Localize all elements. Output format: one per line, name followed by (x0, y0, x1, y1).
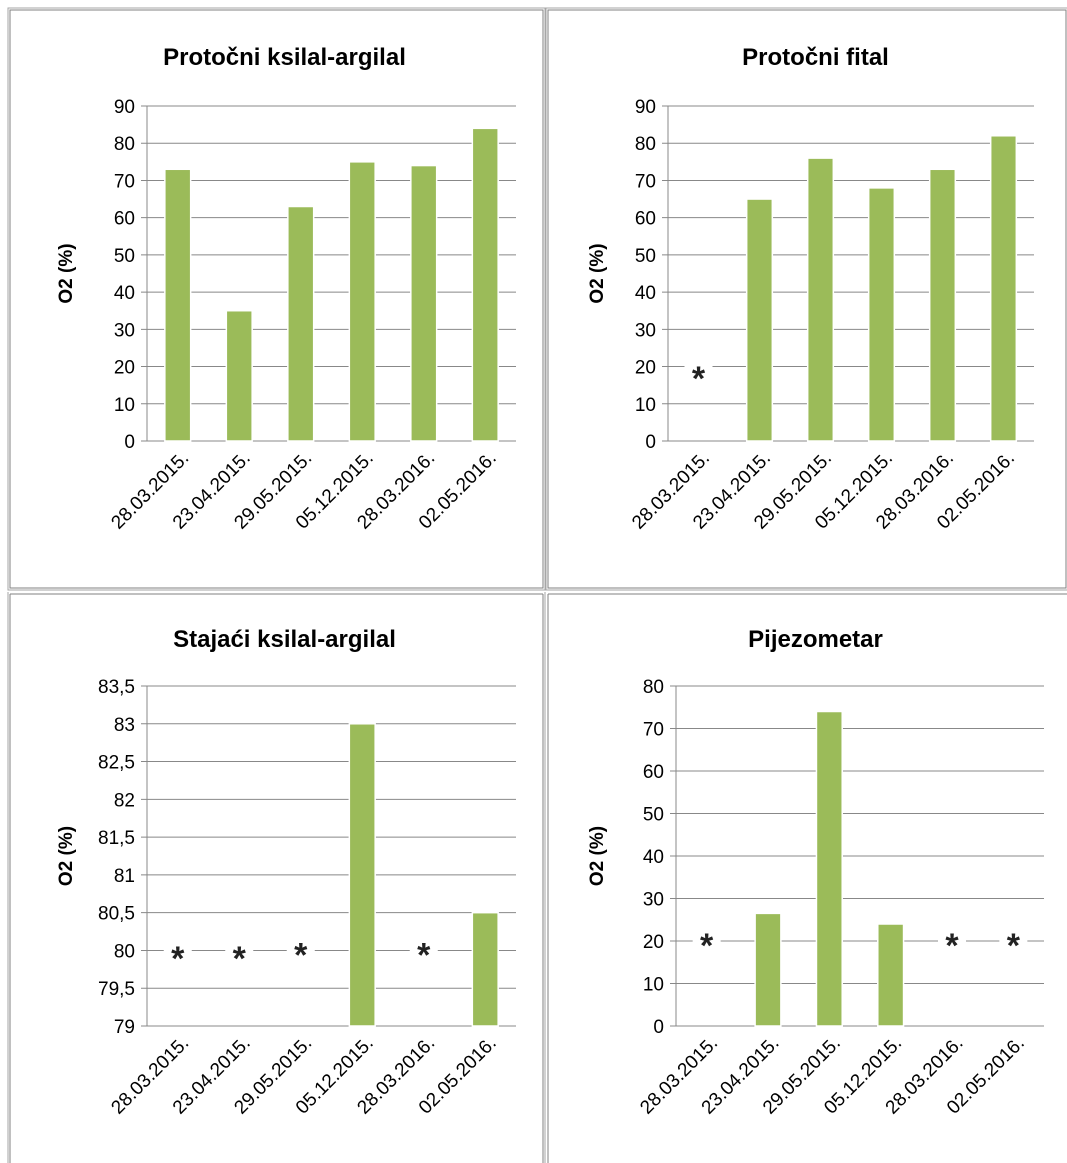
y-tick-label: 70 (643, 720, 664, 741)
y-tick-label: 60 (635, 209, 656, 230)
bar (867, 187, 896, 442)
y-tick-label: 90 (635, 97, 656, 118)
bar (410, 164, 438, 442)
missing-value-marker: * (1007, 927, 1021, 965)
missing-marker-bg (938, 927, 966, 955)
chart-stajaci-ksilal-argilal: Stajaći ksilal-argilal O2 (%) 79 79,5 80 80,5… (56, 626, 516, 1119)
y-tick-label: 60 (114, 209, 135, 230)
y-tick-label: 83 (114, 715, 135, 736)
y-tick-label: 81,5 (98, 828, 135, 849)
bar (348, 723, 376, 1027)
y-tick-label: 82,5 (98, 753, 135, 774)
chart-title: Protočni fital (742, 44, 889, 71)
y-tick-label: 79,5 (98, 979, 135, 1000)
missing-marker-bg (999, 927, 1028, 955)
bar (928, 168, 957, 442)
y-axis-label: O2 (%) (587, 826, 608, 886)
y-tick-label: 50 (635, 246, 656, 267)
y-tick-label: 0 (653, 1017, 664, 1038)
missing-marker-bg (163, 940, 192, 969)
missing-marker-bg (225, 940, 254, 969)
bar (471, 911, 499, 1027)
missing-value-marker: * (700, 927, 714, 965)
chart-panel-pijezometar: Pijezometar O2 (%) 0 10 20 30 40 50 60 70 80 * * * 28.… (548, 594, 1067, 1163)
chart-title: Stajaći ksilal-argilal (173, 626, 396, 653)
chart-panel-stajaci-ksilal-argilal: Stajaći ksilal-argilal O2 (%) 79 79,5 80 80,5… (10, 594, 543, 1163)
bar (287, 205, 315, 442)
y-tick-label: 80 (114, 941, 135, 962)
y-tick-label: 90 (114, 97, 135, 118)
y-tick-label: 30 (114, 320, 135, 341)
bar (348, 161, 376, 442)
chart-protocni-fital: Protočni fital O2 (%) 0 10 20 30 40 50 60 70 80 90 *… (587, 44, 1034, 534)
missing-value-marker: * (171, 940, 185, 978)
bar (989, 135, 1018, 442)
y-tick-label: 50 (114, 246, 135, 267)
y-tick-label: 60 (643, 762, 664, 783)
y-tick-label: 10 (114, 395, 135, 416)
y-tick-label: 40 (114, 283, 135, 304)
y-tick-label: 79 (114, 1017, 135, 1038)
chart-panel-protocni-ksilal-argilal: Protočni ksilal-argilal O2 (%) 0 10 20 30 40 50… (10, 10, 543, 588)
y-tick-label: 10 (643, 975, 664, 996)
y-tick-label: 82 (114, 790, 135, 811)
chart-protocni-ksilal-argilal: Protočni ksilal-argilal O2 (%) 0 10 20 30 40 50… (56, 44, 516, 534)
missing-value-marker: * (945, 927, 959, 965)
bar (745, 198, 774, 442)
y-tick-label: 40 (635, 283, 656, 304)
missing-marker-bg (409, 936, 438, 965)
y-axis-label: O2 (%) (56, 243, 77, 303)
chart-title: Protočni ksilal-argilal (163, 44, 406, 71)
y-axis-label: O2 (%) (56, 826, 77, 886)
y-tick-label: 30 (643, 890, 664, 911)
y-tick-label: 20 (635, 358, 656, 379)
y-tick-label: 20 (643, 932, 664, 953)
missing-value-marker: * (294, 936, 308, 974)
missing-value-marker: * (417, 936, 431, 974)
y-tick-label: 80 (643, 677, 664, 698)
y-tick-label: 80 (114, 134, 135, 155)
bar (225, 309, 253, 442)
bar (877, 923, 905, 1027)
missing-marker-bg (286, 936, 315, 965)
y-tick-label: 30 (635, 320, 656, 341)
y-tick-label: 80 (635, 134, 656, 155)
missing-marker-bg (692, 927, 721, 955)
chart-panel-protocni-fital: Protočni fital O2 (%) 0 10 20 30 40 50 60 70 80 90 *… (548, 10, 1067, 588)
y-tick-label: 0 (645, 432, 656, 453)
y-tick-label: 0 (124, 432, 135, 453)
bar (754, 912, 782, 1027)
y-tick-label: 50 (643, 805, 664, 826)
bar (471, 127, 499, 442)
y-tick-label: 10 (635, 395, 656, 416)
missing-value-marker: * (233, 940, 247, 978)
chart-title: Pijezometar (748, 626, 883, 653)
bar (815, 710, 843, 1027)
y-tick-label: 83,5 (98, 677, 135, 698)
bar (806, 157, 835, 442)
bar (164, 168, 192, 442)
y-tick-label: 20 (114, 358, 135, 379)
y-axis-label: O2 (%) (587, 243, 608, 303)
y-tick-label: 70 (114, 171, 135, 192)
missing-value-marker: * (692, 360, 706, 398)
y-tick-label: 80,5 (98, 904, 135, 925)
y-tick-label: 70 (635, 171, 656, 192)
y-tick-label: 81 (114, 866, 135, 887)
y-tick-label: 40 (643, 847, 664, 868)
